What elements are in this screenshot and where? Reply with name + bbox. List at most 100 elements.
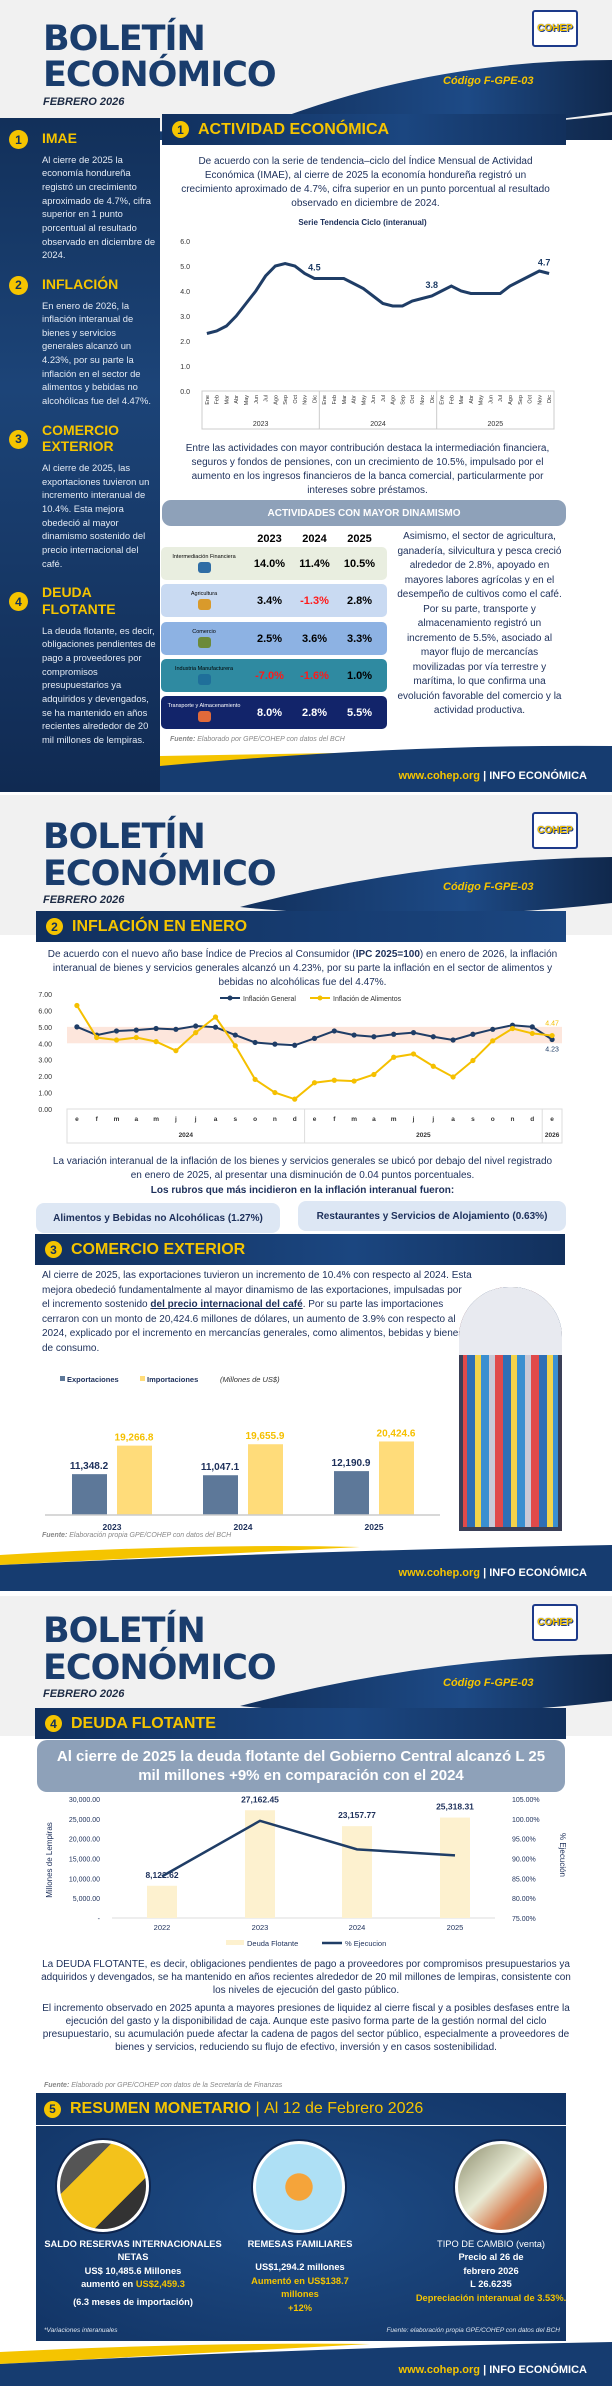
chart-title: Serie Tendencia Ciclo (interanual) (298, 218, 427, 227)
target-band (67, 1026, 562, 1044)
footer-text: www.cohep.org | INFO ECONÓMICA (398, 770, 587, 782)
x-tick-label: Feb (449, 395, 455, 404)
x-tick-label: s (233, 1116, 237, 1123)
x-tick-label: a (372, 1116, 376, 1123)
section-title: ACTIVIDAD ECONÓMICA (198, 120, 390, 138)
agriculture-paragraph: Asimismo, el sector de agricultura, gana… (397, 531, 562, 716)
number-badge: 1 (9, 130, 28, 149)
data-point (212, 1014, 219, 1020)
data-point (94, 1034, 100, 1041)
sidebar-item-title: DEUDA FLOTANTE (42, 584, 116, 617)
footer: www.cohep.org | INFO ECONÓMICA (0, 2340, 612, 2386)
legend-swatch (226, 1940, 244, 1945)
data-point (173, 1026, 179, 1032)
legend-marker (317, 995, 323, 1001)
x-tick-label: m (351, 1116, 357, 1123)
sidebar-item-imae: 1 IMAE Al cierre de 2025 la economía hondu… (0, 130, 160, 262)
data-point (549, 1036, 555, 1043)
item-food: Alimentos y Bebidas no Alcohólicas (1.27… (36, 1203, 280, 1233)
bar-label: 20,424.6 (377, 1428, 416, 1439)
inflation-line-chart: 0.00 1.00 2.00 3.00 4.00 5.00 6.00 7.00 e f m a m j j a… (38, 992, 563, 1144)
trade-paragraph: Al cierre de 2025, las exportaciones tuv… (42, 1270, 472, 1354)
x-tick-label: May (479, 395, 485, 406)
deuda-combo-chart: - 5,000.00 10,000.00 15,000.00 20,000.00 25,0… (45, 1795, 567, 1948)
y-tick-label: 5,000.00 (73, 1896, 100, 1903)
data-point (232, 1043, 238, 1049)
sidebar-item-deuda: 4 DEUDA FLOTANTE La deuda flotante, es dec… (0, 584, 160, 746)
section-header-resumen: 5 RESUMEN MONETARIO | Al 12 de Febrero 20… (36, 2093, 566, 2126)
document-code: Código F-GPE-03 (443, 75, 534, 87)
section-title: DEUDA FLOTANTE (71, 1714, 216, 1732)
activities-paragraph: Entre las actividades con mayor contribu… (185, 443, 550, 496)
data-point (252, 1039, 258, 1046)
issue-date: FEBRERO 2026 (43, 1688, 125, 1700)
website-link[interactable]: www.cohep.org (398, 2364, 481, 2376)
section-title: RESUMEN MONETARIO (70, 2100, 252, 2117)
data-label: 4.7 (538, 258, 551, 268)
issue-date: FEBRERO 2026 (43, 96, 125, 108)
x-tick-label: 2023 (252, 1923, 269, 1932)
y-tick-label: 5.00 (38, 1025, 52, 1032)
x-tick-label: Nov (303, 395, 309, 405)
x-tick-label: f (333, 1116, 336, 1123)
row-label: Industria Manufacturera (161, 666, 247, 686)
sidebar: 1 IMAE Al cierre de 2025 la economía hondu… (0, 118, 160, 792)
bar (379, 1441, 414, 1515)
website-link[interactable]: www.cohep.org (398, 1567, 481, 1579)
data-point (450, 1074, 456, 1080)
source-note: Fuente: Elaborado por GPE/COHEP con dato… (44, 2082, 283, 2089)
x-tick-label: Dic (312, 395, 318, 403)
x-tick-label: j (174, 1116, 177, 1123)
data-point (529, 1030, 535, 1037)
legend-label: % Ejecucion (345, 1939, 386, 1948)
sidebar-item-text: La deuda flotante, es decir, obligacione… (42, 624, 156, 745)
bar-label: 25,318.31 (436, 1802, 474, 1812)
bar (248, 1444, 283, 1515)
section-header-deuda: 4 DEUDA FLOTANTE (35, 1708, 566, 1739)
sidebar-item-text: Al cierre de 2025, las exportaciones tuv… (42, 462, 150, 569)
data-point (272, 1041, 278, 1047)
end-label: 4.47 (545, 1021, 559, 1028)
table-row: Intermediación Financiera 14.0% 11.4% 10.5% (161, 547, 387, 580)
website-link[interactable]: www.cohep.org (398, 770, 481, 782)
x-tick-label: j (431, 1116, 434, 1123)
column-header: 2025 (347, 533, 372, 545)
data-point (153, 1025, 159, 1032)
x-tick-label: Feb (215, 395, 221, 404)
imae-paragraph: De acuerdo con la serie de tendencia–cic… (181, 156, 550, 209)
x-tick-label: 2022 (154, 1923, 171, 1932)
page-1: BOLETÍN ECONÓMICO FEBRERO 2026 Código F-… (0, 0, 612, 792)
row-label: Transporte y Almacenamiento (161, 703, 247, 723)
y2-tick-label: 90.00% (512, 1857, 536, 1864)
y-tick-label: 0.0 (180, 389, 190, 396)
x-tick-label: f (96, 1116, 99, 1123)
year-label: 2025 (488, 421, 504, 428)
section-title: COMERCIO EXTERIOR (71, 1240, 246, 1258)
table-header: 2023 2024 2025 (247, 533, 382, 545)
legend-label: Inflación General (243, 996, 296, 1003)
data-point (391, 1054, 397, 1060)
footer-swoosh (0, 1545, 612, 1591)
x-tick-label: Mar (459, 395, 465, 405)
x-tick-label: Abr (352, 395, 358, 404)
bar-label: 11,047.1 (201, 1462, 240, 1473)
section-header-inflacion: 2 INFLACIÓN EN ENERO (36, 911, 566, 942)
y2-tick-label: 95.00% (512, 1837, 536, 1844)
data-point (232, 1032, 238, 1038)
header-swoosh (240, 1654, 612, 1714)
y-tick-label: 25,000.00 (69, 1817, 100, 1824)
x-tick-label: Ene (322, 395, 328, 405)
x-tick-label: Ago (508, 395, 514, 405)
data-point (193, 1023, 199, 1029)
x-tick-label: 2023 (103, 1522, 122, 1532)
x-tick-label: 2025 (365, 1522, 384, 1532)
x-tick-label: Sep (518, 395, 524, 405)
sidebar-item-title: IMAE (42, 130, 77, 146)
x-tick-label: m (391, 1116, 397, 1123)
data-point (173, 1048, 179, 1054)
data-label: 4.5 (308, 263, 321, 273)
data-point (292, 1042, 298, 1048)
inflation-items-heading: Los rubros que más incidieron en la infl… (150, 1185, 455, 1196)
trade-bar-chart: Exportaciones 11,348.2 11,047.1 12,190.9 Imp… (45, 1375, 440, 1532)
x-tick-label: Nov (420, 395, 426, 405)
